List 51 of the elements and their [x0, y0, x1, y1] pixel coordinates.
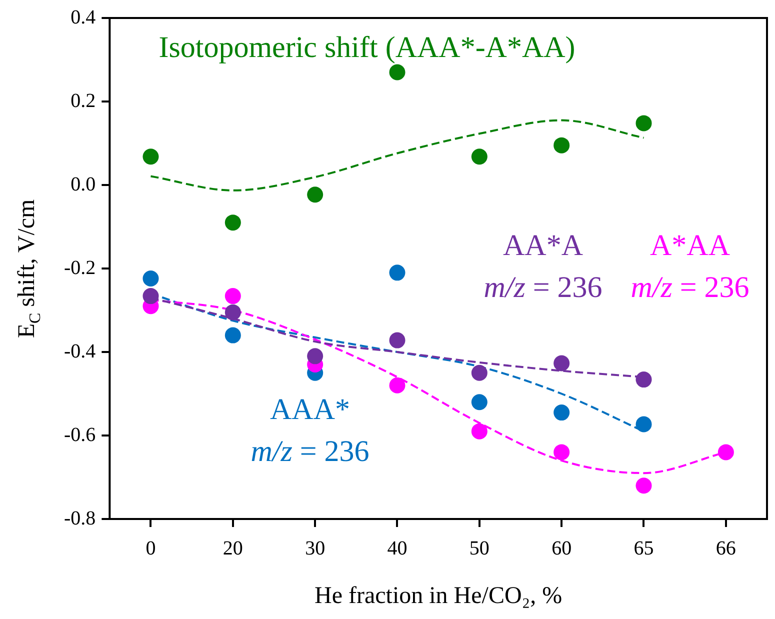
y-axis-title: EC shift, V/cm — [14, 198, 44, 338]
x-tick-label: 40 — [387, 537, 408, 560]
point — [471, 364, 488, 381]
y-tick-label: -0.6 — [64, 424, 96, 446]
point — [389, 264, 406, 281]
point — [389, 332, 406, 348]
text: A*AA — [650, 229, 730, 262]
y-tick-label: -0.8 — [64, 507, 96, 530]
point — [389, 64, 406, 80]
y-tick-label: -0.4 — [64, 340, 96, 362]
point — [142, 270, 159, 287]
point — [471, 423, 488, 440]
point — [554, 444, 570, 460]
x-tick-label: 65 — [634, 537, 654, 560]
x-tick-label: 66 — [716, 537, 736, 560]
point — [389, 377, 406, 394]
point — [224, 214, 241, 231]
point — [142, 148, 159, 165]
point — [554, 404, 570, 421]
y-tick-label: 0.4 — [70, 6, 96, 28]
series-label: Isotopomeric shift (AAA*-A*AA) — [158, 31, 576, 64]
point — [224, 288, 241, 304]
point — [718, 444, 734, 460]
x-tick-label: 0 — [146, 537, 156, 560]
point — [307, 348, 324, 364]
point — [636, 115, 652, 132]
point — [224, 327, 241, 344]
x-tick-label: 30 — [305, 537, 326, 560]
y-tick-label: -0.2 — [64, 256, 96, 279]
annotation: m/z = 236 — [630, 271, 750, 304]
x-tick-label: 50 — [469, 537, 490, 560]
annotation: m/z = 236 — [250, 435, 370, 468]
annotation: m/z = 236 — [484, 271, 602, 304]
point — [554, 355, 570, 372]
point — [471, 148, 488, 165]
point — [142, 288, 159, 304]
y-tick-label: 0.2 — [70, 90, 96, 112]
x-tick-label: 60 — [552, 537, 572, 560]
y-tick-label: 0.0 — [70, 173, 96, 196]
line-series — [150, 119, 645, 192]
point — [307, 186, 324, 203]
point — [636, 416, 652, 432]
point — [471, 394, 488, 410]
point — [554, 137, 570, 154]
text: AA*A — [503, 229, 584, 262]
series-label: AAA* — [270, 393, 350, 426]
point — [224, 304, 241, 320]
point — [636, 478, 652, 494]
x-tick-label: 20 — [222, 537, 243, 560]
point — [636, 372, 652, 388]
x-axis-title: He fraction in He/CO₂, % — [314, 583, 562, 609]
